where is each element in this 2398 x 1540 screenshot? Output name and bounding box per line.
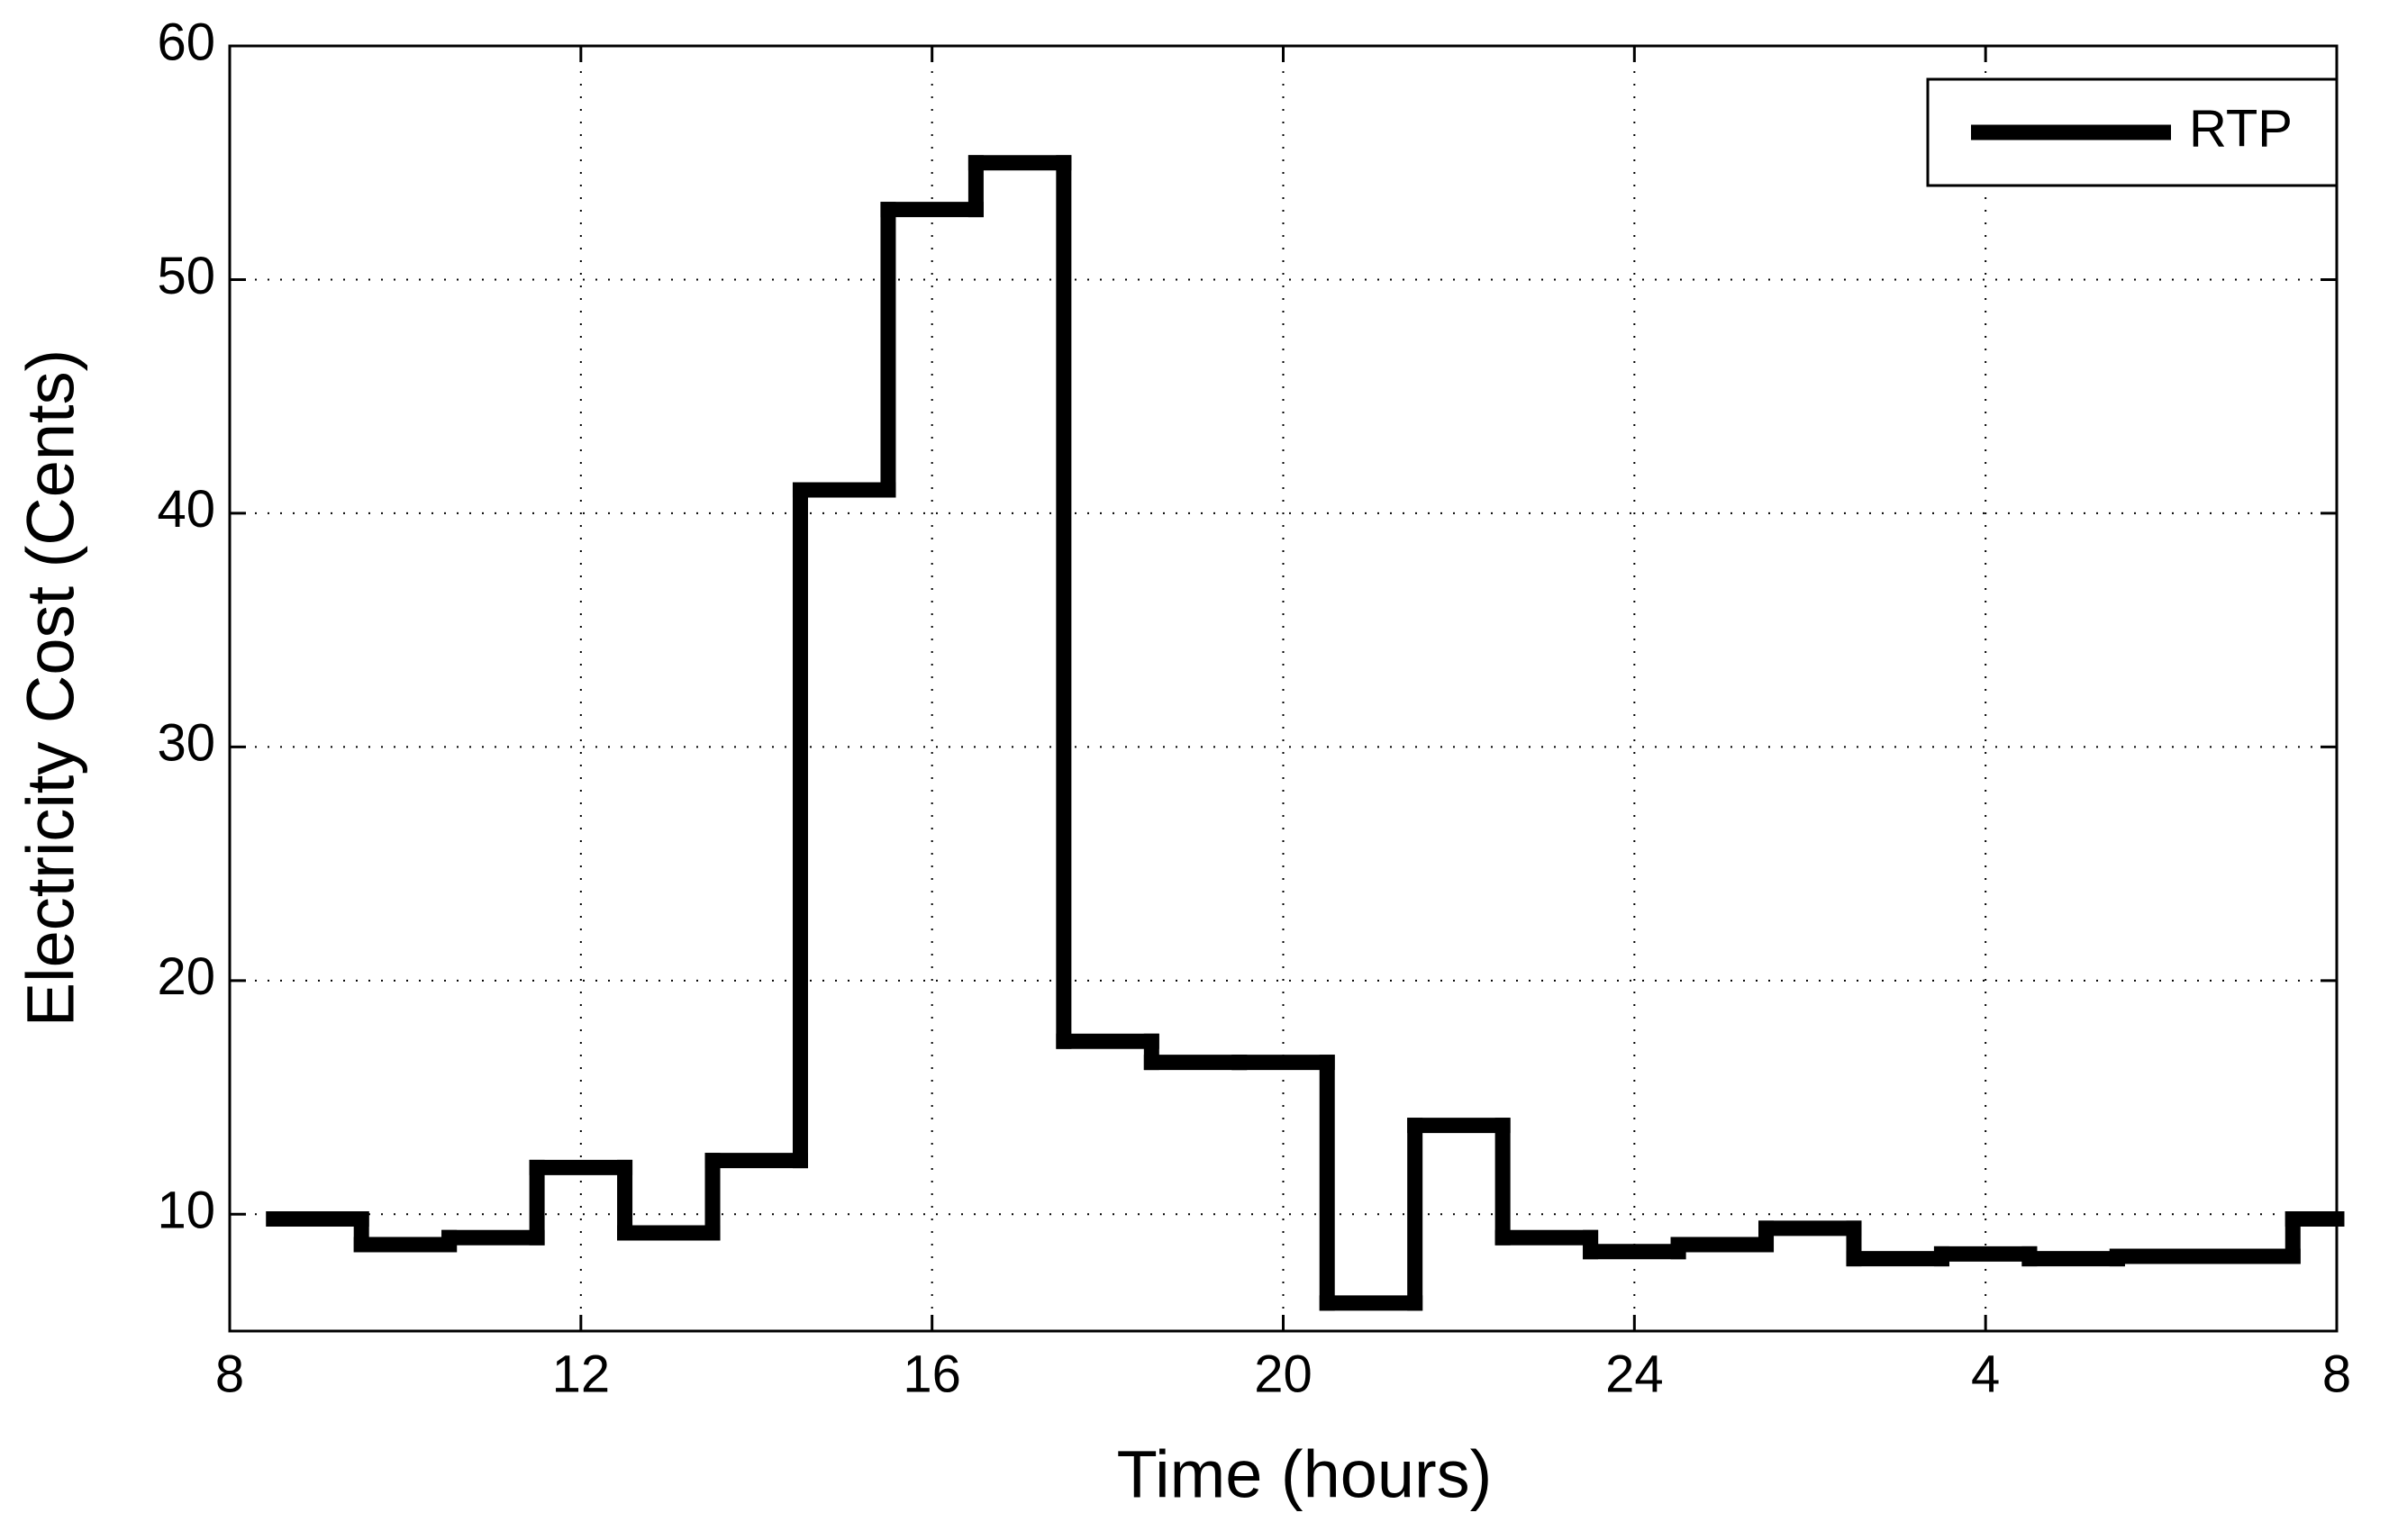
x-tick-label: 20: [1254, 1345, 1313, 1403]
y-tick-label: 60: [157, 13, 215, 71]
x-tick-label: 4: [1971, 1345, 2000, 1403]
x-tick-label: 8: [215, 1345, 244, 1403]
x-tick-label: 24: [1605, 1345, 1664, 1403]
y-tick-label: 20: [157, 947, 215, 1006]
y-tick-label: 30: [157, 714, 215, 773]
x-axis-label: Time (hours): [1117, 1437, 1493, 1512]
plot-frame: [228, 44, 2339, 1333]
y-tick-label: 50: [157, 247, 215, 305]
y-tick-label: 40: [157, 480, 215, 539]
legend-label: RTP: [2189, 99, 2293, 158]
y-axis-label: Electricity Cost (Cents): [14, 349, 88, 1027]
x-tick-label: 16: [903, 1345, 961, 1403]
y-tick-label: 10: [157, 1182, 215, 1240]
x-tick-label: 8: [2322, 1345, 2351, 1403]
x-tick-label: 12: [552, 1345, 611, 1403]
